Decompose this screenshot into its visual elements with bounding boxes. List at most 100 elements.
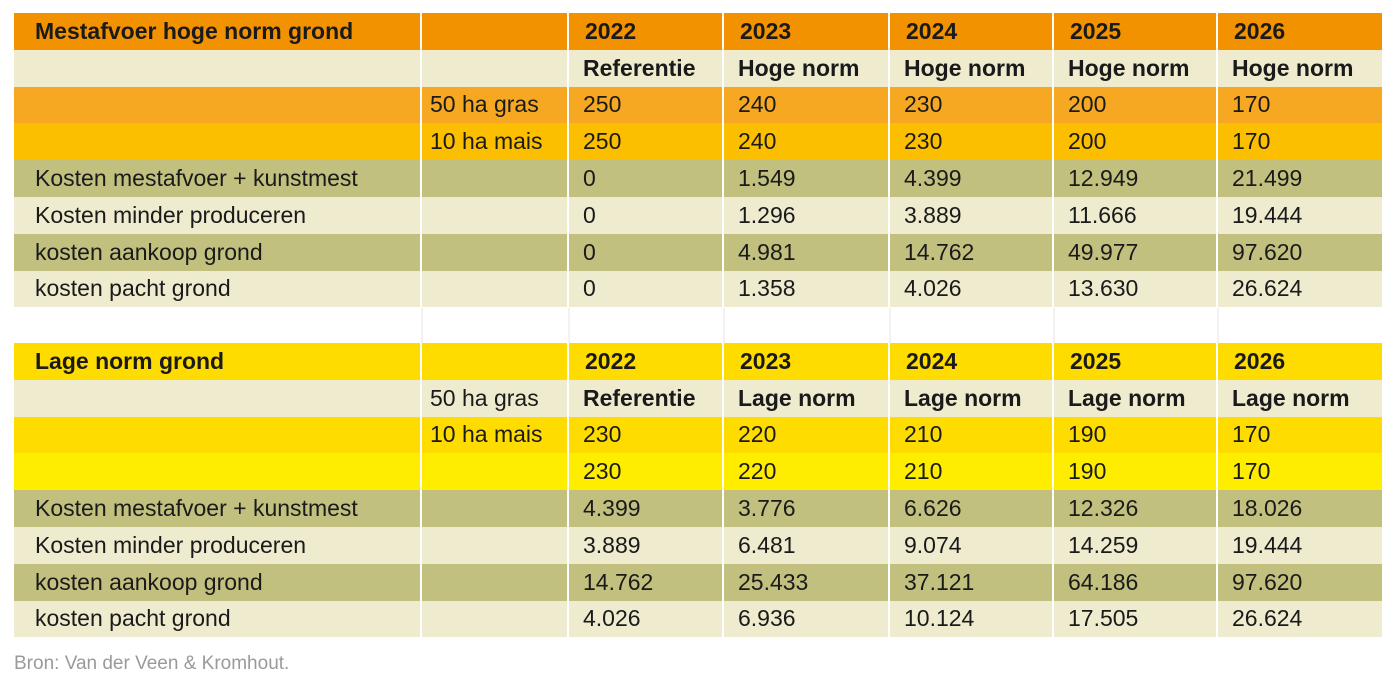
source-note: Bron: Van der Veen & Kromhout. xyxy=(14,653,290,674)
value-cell: 18.026 xyxy=(1216,490,1382,527)
value-cell: 64.186 xyxy=(1052,563,1217,601)
value-cell: 10.124 xyxy=(888,600,1053,638)
year-cell: 2026 xyxy=(1216,13,1382,50)
row-label: kosten aankoop grond xyxy=(35,568,263,595)
row-sublabel xyxy=(420,196,568,234)
row-sublabel: 10 ha mais xyxy=(420,123,568,161)
norm-cell: Hoge norm xyxy=(1216,49,1382,87)
norm-cell: Hoge norm xyxy=(888,49,1053,87)
value-cell: 230 xyxy=(567,416,723,454)
value-cell: 170 xyxy=(1216,123,1382,161)
row-sublabel: 10 ha mais xyxy=(420,416,568,454)
row-label xyxy=(14,417,421,454)
value-cell: 19.444 xyxy=(1216,196,1382,234)
norm-cell: Lage norm xyxy=(888,379,1053,417)
value-cell: 14.762 xyxy=(888,233,1053,271)
norm-cell: Hoge norm xyxy=(1052,49,1217,87)
row-sublabel xyxy=(420,233,568,271)
value-cell: 210 xyxy=(888,453,1053,491)
row-label: kosten aankoop grond xyxy=(35,238,263,265)
value-cell: 13.630 xyxy=(1052,270,1217,308)
row-sublabel xyxy=(420,49,568,87)
value-cell: 210 xyxy=(888,416,1053,454)
value-cell: 12.949 xyxy=(1052,160,1217,197)
row-sublabel: 50 ha gras xyxy=(420,379,568,417)
value-cell: 1.358 xyxy=(722,270,889,308)
row-label: Kosten minder produceren xyxy=(35,201,307,228)
table-row: Kosten mestafvoer + kunstmest 4.399 3.77… xyxy=(14,490,1382,527)
row-label: kosten pacht grond xyxy=(35,275,231,302)
value-cell: 25.433 xyxy=(722,563,889,601)
value-cell: 21.499 xyxy=(1216,160,1382,197)
table-row: kosten aankoop grond 14.762 25.433 37.12… xyxy=(14,563,1382,601)
value-cell: 97.620 xyxy=(1216,563,1382,601)
year-cell: 2024 xyxy=(888,13,1053,50)
table-row: Kosten minder produceren 3.889 6.481 9.0… xyxy=(14,526,1382,564)
row-label xyxy=(14,87,421,124)
value-cell: 14.762 xyxy=(567,563,723,601)
value-cell: 26.624 xyxy=(1216,600,1382,638)
value-cell: 220 xyxy=(722,453,889,491)
value-cell: 170 xyxy=(1216,453,1382,491)
table-row: kosten pacht grond 0 1.358 4.026 13.630 … xyxy=(14,270,1382,308)
year-cell: 2022 xyxy=(567,13,723,50)
value-cell: 230 xyxy=(567,453,723,491)
value-cell: 17.505 xyxy=(1052,600,1217,638)
value-cell: 230 xyxy=(888,123,1053,161)
value-cell: 0 xyxy=(567,233,723,271)
table-spacer xyxy=(14,308,1382,343)
value-cell: 230 xyxy=(888,86,1053,124)
year-cell: 2023 xyxy=(722,343,889,380)
row-label xyxy=(14,50,421,87)
row-label: Kosten mestafvoer + kunstmest xyxy=(35,495,358,522)
high-norm-header-row: Referentie Hoge norm Hoge norm Hoge norm… xyxy=(14,49,1382,87)
value-cell: 0 xyxy=(567,160,723,197)
year-cell: 2023 xyxy=(722,13,889,50)
value-cell: 1.549 xyxy=(722,160,889,197)
row-label xyxy=(14,123,421,160)
low-table-title: Lage norm grond xyxy=(35,347,225,374)
table-row: 10 ha mais 230 220 210 190 170 xyxy=(14,416,1382,454)
year-cell: 2024 xyxy=(888,343,1053,380)
low-year-header-row: Lage norm grond 2022 2023 2024 2025 2026 xyxy=(14,343,1382,380)
header-cell xyxy=(420,343,568,380)
low-norm-header-row: 50 ha gras Referentie Lage norm Lage nor… xyxy=(14,379,1382,417)
row-label: Kosten minder produceren xyxy=(35,531,307,558)
year-cell: 2026 xyxy=(1216,343,1382,380)
norm-cell: Hoge norm xyxy=(722,49,889,87)
value-cell: 220 xyxy=(722,416,889,454)
year-cell: 2025 xyxy=(1052,343,1217,380)
norm-cell: Lage norm xyxy=(1052,379,1217,417)
value-cell: 26.624 xyxy=(1216,270,1382,308)
row-sublabel xyxy=(420,160,568,197)
row-sublabel xyxy=(420,270,568,308)
high-table-title: Mestafvoer hoge norm grond xyxy=(35,17,354,44)
value-cell: 12.326 xyxy=(1052,490,1217,527)
row-label xyxy=(14,453,421,490)
table-row: 230 220 210 190 170 xyxy=(14,453,1382,491)
table-row: 10 ha mais 250 240 230 200 170 xyxy=(14,123,1382,161)
value-cell: 240 xyxy=(722,86,889,124)
high-norm-table: Mestafvoer hoge norm grond 2022 2023 202… xyxy=(14,13,1382,308)
row-label xyxy=(14,380,421,417)
value-cell: 240 xyxy=(722,123,889,161)
value-cell: 0 xyxy=(567,270,723,308)
norm-cell: Lage norm xyxy=(722,379,889,417)
value-cell: 250 xyxy=(567,86,723,124)
value-cell: 190 xyxy=(1052,453,1217,491)
row-label: Kosten mestafvoer + kunstmest xyxy=(35,165,358,192)
value-cell: 6.936 xyxy=(722,600,889,638)
value-cell: 37.121 xyxy=(888,563,1053,601)
row-label: kosten pacht grond xyxy=(35,605,231,632)
row-sublabel xyxy=(420,526,568,564)
value-cell: 4.981 xyxy=(722,233,889,271)
row-sublabel xyxy=(420,453,568,491)
table-row: kosten aankoop grond 0 4.981 14.762 49.9… xyxy=(14,233,1382,271)
value-cell: 9.074 xyxy=(888,526,1053,564)
norm-cell: Referentie xyxy=(567,379,723,417)
value-cell: 11.666 xyxy=(1052,196,1217,234)
value-cell: 200 xyxy=(1052,123,1217,161)
value-cell: 49.977 xyxy=(1052,233,1217,271)
value-cell: 3.889 xyxy=(567,526,723,564)
value-cell: 4.399 xyxy=(888,160,1053,197)
